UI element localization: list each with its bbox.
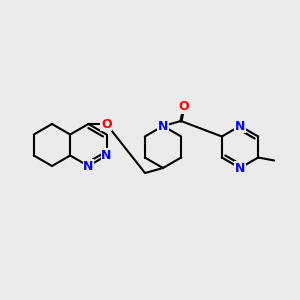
Text: N: N [235, 161, 245, 175]
Text: O: O [101, 118, 112, 130]
Text: N: N [158, 119, 168, 133]
Text: N: N [235, 119, 245, 133]
Text: N: N [101, 149, 112, 162]
Text: N: N [83, 160, 94, 172]
Text: O: O [179, 100, 189, 113]
